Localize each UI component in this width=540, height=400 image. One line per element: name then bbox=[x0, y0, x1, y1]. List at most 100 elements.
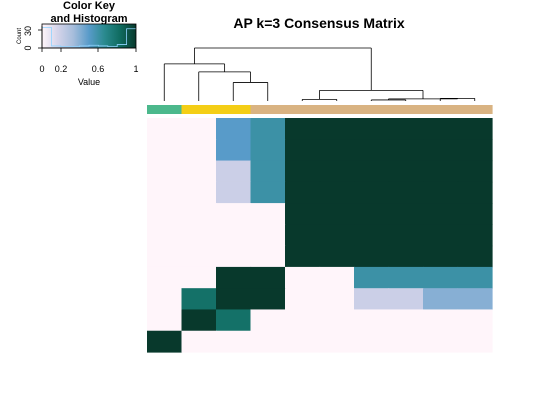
heatmap-cell bbox=[216, 245, 252, 268]
heatmap-cell bbox=[423, 224, 459, 247]
heatmap-cell bbox=[457, 266, 493, 289]
heatmap-cell bbox=[457, 139, 493, 162]
heatmap-cell bbox=[285, 288, 321, 311]
heatmap-cell bbox=[285, 203, 321, 225]
heatmap-cell bbox=[423, 266, 459, 289]
heatmap-cell bbox=[319, 160, 355, 183]
heatmap-cell bbox=[285, 266, 321, 289]
class-bar-segment bbox=[388, 105, 424, 114]
heatmap-cell bbox=[423, 330, 459, 353]
heatmap-cell bbox=[250, 139, 286, 162]
heatmap-cell bbox=[354, 181, 390, 204]
heatmap-cell bbox=[216, 330, 252, 353]
histogram-line bbox=[42, 26, 136, 48]
heatmap-cell bbox=[319, 118, 355, 140]
color-key-title-line2: and Histogram bbox=[50, 13, 127, 25]
heatmap-cell bbox=[388, 203, 424, 225]
heatmap-cell bbox=[319, 203, 355, 225]
class-bar-segment bbox=[181, 105, 217, 114]
heatmap-cell bbox=[388, 139, 424, 162]
color-key-xlabel: Value bbox=[78, 77, 100, 87]
heatmap-cell bbox=[147, 309, 183, 332]
heatmap-cell bbox=[147, 160, 183, 183]
heatmap-cell bbox=[423, 118, 459, 140]
heatmap-cell bbox=[250, 288, 286, 311]
heatmap-cell bbox=[423, 288, 459, 311]
heatmap-cell bbox=[216, 266, 252, 289]
heatmap-cell bbox=[181, 118, 217, 140]
heatmap-cell bbox=[216, 203, 252, 225]
heatmap-cell bbox=[181, 266, 217, 289]
class-bar-segment bbox=[423, 105, 459, 114]
heatmap-cell bbox=[457, 288, 493, 311]
heatmap-cell bbox=[354, 288, 390, 311]
color-key-title-line1: Color Key bbox=[63, 0, 116, 12]
heatmap-cell bbox=[354, 160, 390, 183]
heatmap-cell bbox=[319, 330, 355, 353]
heatmap-cell bbox=[250, 245, 286, 268]
heatmap-cell bbox=[388, 266, 424, 289]
color-key-y-tick-30: 30 bbox=[23, 26, 33, 36]
heatmap-cell bbox=[388, 181, 424, 204]
heatmap-cell bbox=[457, 245, 493, 268]
class-bar-segment bbox=[319, 105, 355, 114]
color-key-x-tick-0: 0 bbox=[39, 64, 44, 74]
color-key-histogram bbox=[42, 26, 136, 48]
heatmap-cell bbox=[147, 118, 183, 140]
heatmap-cell bbox=[250, 160, 286, 183]
heatmap-cell bbox=[319, 181, 355, 204]
heatmap-cell bbox=[250, 203, 286, 225]
class-bar-segment bbox=[250, 105, 286, 114]
heatmap-cell bbox=[285, 330, 321, 353]
heatmap-cell bbox=[250, 118, 286, 140]
heatmap-cell bbox=[319, 288, 355, 311]
heatmap-cell bbox=[354, 266, 390, 289]
heatmap-cell bbox=[423, 139, 459, 162]
heatmap-cell bbox=[457, 330, 493, 353]
heatmap-cell bbox=[181, 139, 217, 162]
color-key-gradient bbox=[42, 24, 136, 48]
color-key-ylabel: Count bbox=[17, 28, 23, 44]
heatmap-cell bbox=[147, 203, 183, 225]
heatmap-cell bbox=[423, 309, 459, 332]
heatmap-cell bbox=[216, 160, 252, 183]
chart-title: AP k=3 Consensus Matrix bbox=[233, 15, 405, 31]
color-key: Color Key and Histogram 0 0.2 0.6 1 Valu… bbox=[17, 0, 139, 87]
heatmap-cell bbox=[216, 288, 252, 311]
heatmap-cell bbox=[388, 330, 424, 353]
heatmap-cell bbox=[285, 245, 321, 268]
heatmap-cell bbox=[216, 118, 252, 140]
heatmap-cell bbox=[181, 309, 217, 332]
heatmap-cell bbox=[457, 181, 493, 204]
heatmap-cell bbox=[147, 139, 183, 162]
heatmap-cell bbox=[216, 224, 252, 247]
heatmap-cell bbox=[181, 203, 217, 225]
heatmap-cell bbox=[216, 309, 252, 332]
heatmap-cell bbox=[423, 203, 459, 225]
heatmap-cell bbox=[319, 139, 355, 162]
heatmap-cell bbox=[285, 309, 321, 332]
heatmap-cell bbox=[181, 288, 217, 311]
heatmap-cell bbox=[457, 203, 493, 225]
heatmap-cell bbox=[457, 160, 493, 183]
heatmap-cell bbox=[354, 139, 390, 162]
heatmap-cell bbox=[285, 160, 321, 183]
heatmap-cell bbox=[354, 330, 390, 353]
heatmap-cell bbox=[423, 181, 459, 204]
heatmap-cell bbox=[250, 330, 286, 353]
heatmap-cell bbox=[457, 118, 493, 140]
heatmap-cell bbox=[319, 309, 355, 332]
heatmap-grid bbox=[147, 118, 493, 353]
heatmap-cell bbox=[147, 181, 183, 204]
heatmap-cell bbox=[388, 288, 424, 311]
heatmap-cell bbox=[388, 224, 424, 247]
heatmap-cell bbox=[181, 181, 217, 204]
heatmap-cell bbox=[319, 224, 355, 247]
heatmap-cell bbox=[181, 245, 217, 268]
column-dendrogram bbox=[163, 47, 476, 101]
heatmap-cell bbox=[388, 245, 424, 268]
heatmap-cell bbox=[181, 224, 217, 247]
class-bar-segment bbox=[147, 105, 183, 114]
heatmap-cell bbox=[354, 224, 390, 247]
heatmap-cell bbox=[423, 245, 459, 268]
